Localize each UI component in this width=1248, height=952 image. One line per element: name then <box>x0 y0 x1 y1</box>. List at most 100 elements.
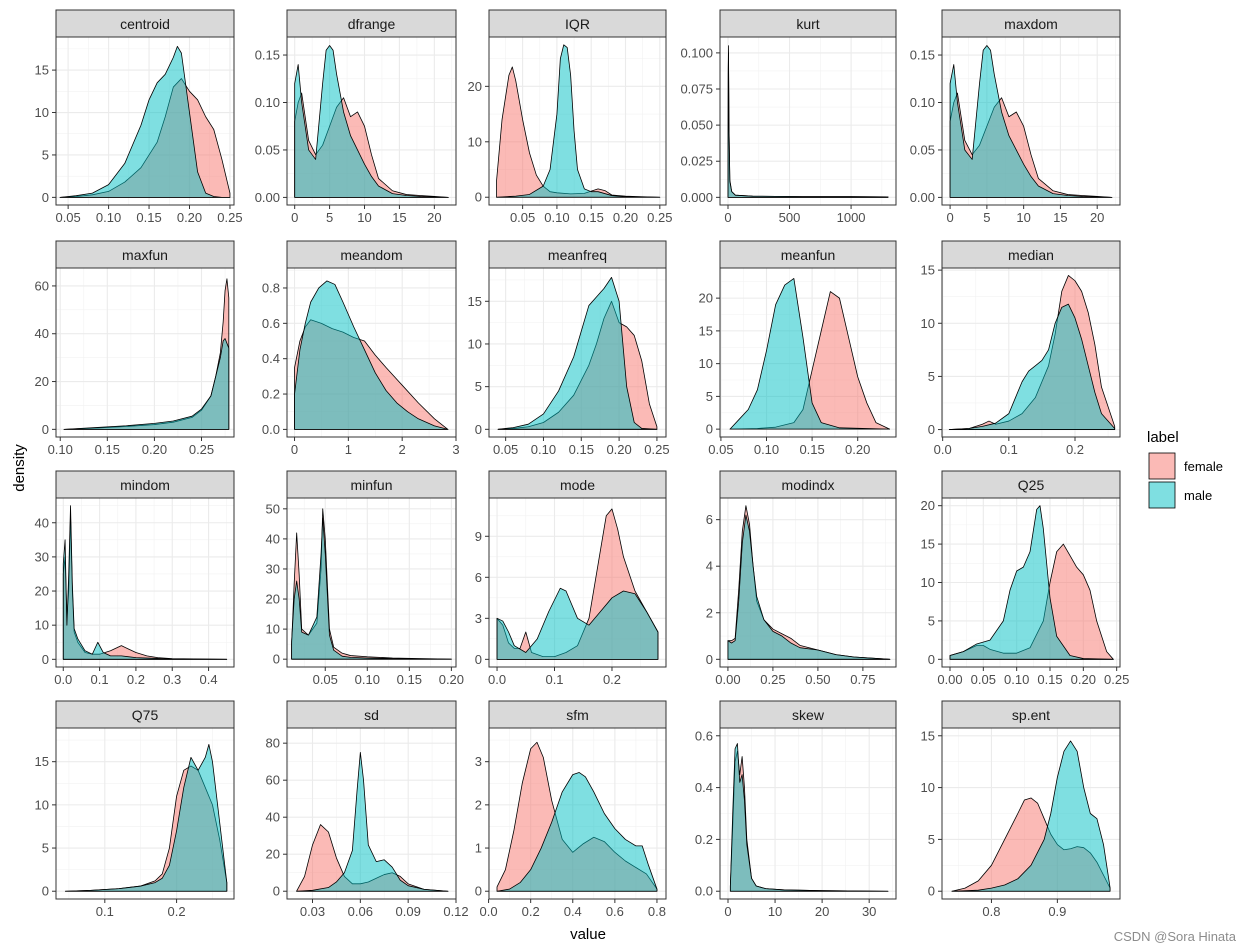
y-tick-label: 0.05 <box>255 142 280 157</box>
y-tick-label: 5 <box>42 147 49 162</box>
panel-border <box>488 497 667 668</box>
y-tick-label: 0.0 <box>262 422 280 437</box>
x-tick-label: 0.05 <box>708 442 733 457</box>
x-tick-label: 0.1 <box>91 672 109 687</box>
y-tick-label: 0.10 <box>255 95 280 110</box>
y-tick-label: 0.075 <box>680 82 713 97</box>
x-tick-label: 0.1 <box>545 672 563 687</box>
x-tick-label: 0.15 <box>95 442 120 457</box>
y-tick-label: 0 <box>273 884 280 899</box>
x-tick-label: 0.05 <box>55 210 80 225</box>
facet-strip-label: Q25 <box>1018 477 1045 493</box>
y-tick-label: 0.050 <box>680 118 713 133</box>
y-tick-label: 5 <box>475 379 482 394</box>
x-tick-label: 0.25 <box>644 442 669 457</box>
facet-strip-label: maxfun <box>122 247 168 263</box>
y-tick-label: 0 <box>273 652 280 667</box>
x-tick-label: 10 <box>1016 210 1030 225</box>
x-tick-label: 0.15 <box>569 442 594 457</box>
watermark-text: CSDN @Sora Hinata <box>1114 929 1237 944</box>
panel-border <box>941 727 1121 900</box>
facet-panel-median: median 0.0 0.1 0.2 0 5 10 15 <box>921 240 1121 457</box>
panel-border <box>488 36 667 206</box>
x-tick-label: 0.05 <box>313 672 338 687</box>
density-area-male <box>62 505 228 660</box>
y-tick-label: 50 <box>266 501 280 516</box>
x-tick-label: 0.00 <box>937 672 962 687</box>
y-tick-label: 5 <box>928 832 935 847</box>
facet-strip-label: skew <box>792 707 825 723</box>
x-tick-label: 0.6 <box>606 904 624 919</box>
panel-border <box>941 36 1121 206</box>
panel-border <box>55 267 235 438</box>
panel-background <box>56 498 234 667</box>
y-axis-title: density <box>11 444 28 492</box>
x-tick-label: 0.0 <box>488 672 506 687</box>
y-tick-label: 0 <box>475 652 482 667</box>
x-tick-label: 0.20 <box>606 442 631 457</box>
facet-panel-sp-ent: sp.ent 0.8 0.9 0 5 10 15 <box>921 700 1121 919</box>
panel-border <box>286 267 457 438</box>
legend: label female male <box>1147 429 1223 509</box>
y-tick-label: 20 <box>468 79 482 94</box>
facet-panel-maxdom: maxdom 0 5 10 15 20 0.00 0.05 0.10 0.15 <box>910 9 1121 225</box>
facet-strip-label: kurt <box>796 16 819 32</box>
density-area-male <box>949 505 1114 660</box>
y-tick-label: 0.2 <box>262 387 280 402</box>
y-tick-label: 0 <box>928 652 935 667</box>
y-tick-label: 0.15 <box>910 48 935 63</box>
x-tick-label: 0.4 <box>564 904 582 919</box>
facet-panel-minfun: minfun 0.05 0.10 0.15 0.20 0 10 20 30 40 50 <box>266 470 464 687</box>
y-tick-label: 0.05 <box>910 142 935 157</box>
y-tick-label: 10 <box>921 316 935 331</box>
y-tick-label: 5 <box>928 369 935 384</box>
density-area-male <box>64 744 228 892</box>
facet-strip <box>941 700 1121 729</box>
y-tick-label: 60 <box>266 773 280 788</box>
facet-panel-mode: mode 0.0 0.1 0.2 0 3 6 9 <box>475 470 667 687</box>
panel-border <box>286 36 457 206</box>
x-tick-label: 0.25 <box>1104 672 1129 687</box>
y-tick-label: 6 <box>706 512 713 527</box>
x-tick-label: 20 <box>1090 210 1104 225</box>
y-tick-label: 30 <box>35 549 49 564</box>
density-area-male <box>291 517 452 660</box>
x-tick-label: 0.10 <box>355 672 380 687</box>
x-tick-label: 20 <box>427 210 441 225</box>
y-tick-label: 0.000 <box>680 190 713 205</box>
facet-strip <box>55 470 235 499</box>
y-tick-label: 0 <box>42 422 49 437</box>
facet-strip-label: mindom <box>120 477 170 493</box>
facet-strip <box>719 240 897 269</box>
legend-key-male <box>1148 481 1176 509</box>
x-tick-label: 1000 <box>837 210 866 225</box>
y-tick-label: 10 <box>921 780 935 795</box>
x-tick-label: 10 <box>357 210 371 225</box>
y-tick-label: 20 <box>699 291 713 306</box>
density-area-male <box>497 276 658 430</box>
x-tick-label: 0.20 <box>845 442 870 457</box>
y-tick-label: 15 <box>468 294 482 309</box>
facet-strip <box>719 470 897 499</box>
y-tick-label: 10 <box>468 336 482 351</box>
facet-strip <box>488 700 667 729</box>
y-tick-label: 15 <box>699 323 713 338</box>
facet-strip-label: dfrange <box>348 16 396 32</box>
x-tick-label: 0.25 <box>189 442 214 457</box>
facet-strip-label: sfm <box>566 707 589 723</box>
x-tick-label: 0.25 <box>217 210 242 225</box>
y-tick-label: 20 <box>35 584 49 599</box>
y-tick-label: 2 <box>475 797 482 812</box>
y-tick-label: 0.025 <box>680 154 713 169</box>
facet-panel-dfrange: dfrange 0 5 10 15 20 0.00 0.05 0.10 0.15 <box>255 9 457 225</box>
density-area-male <box>496 587 659 660</box>
y-tick-label: 0.8 <box>262 280 280 295</box>
y-tick-label: 0.0 <box>695 884 713 899</box>
x-tick-label: 30 <box>862 904 876 919</box>
x-tick-label: 0.10 <box>48 442 73 457</box>
panel-border <box>488 267 667 438</box>
facet-strip-label: Q75 <box>132 707 159 723</box>
facet-strip <box>941 470 1121 499</box>
